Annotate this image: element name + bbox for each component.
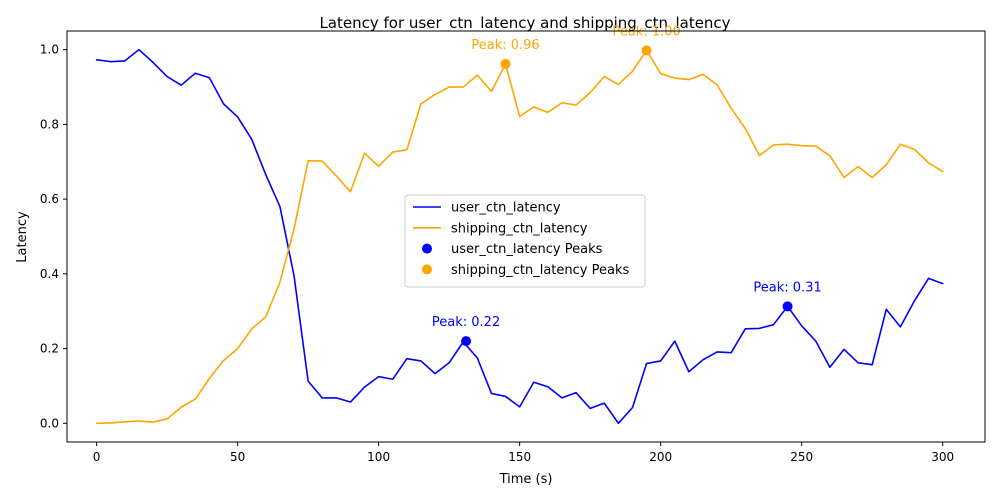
legend-swatch-marker bbox=[422, 243, 432, 254]
series-line-shipping-ctn-latency bbox=[95, 49, 944, 425]
peak-marker bbox=[641, 45, 652, 56]
x-tick-label: 0 bbox=[93, 450, 101, 464]
peak-marker bbox=[782, 301, 793, 312]
legend: user_ctn_latency shipping_ctn_latencyuser… bbox=[404, 194, 646, 288]
x-tick-label: 250 bbox=[790, 450, 813, 464]
legend-label: user_ctn_latency bbox=[451, 201, 561, 216]
peak-label: Peak: 0.22 bbox=[432, 315, 500, 330]
x-tick-label: 150 bbox=[508, 450, 531, 464]
peak-label: Peak: 0.31 bbox=[753, 280, 821, 295]
y-axis-label: Latency bbox=[15, 211, 30, 263]
x-tick-label: 50 bbox=[230, 450, 245, 464]
x-tick-label: 100 bbox=[367, 450, 390, 464]
peak-label: Peak: 1.00 bbox=[612, 24, 680, 39]
peak-marker bbox=[500, 58, 511, 69]
y-tick-label: 1.0 bbox=[40, 43, 59, 57]
legend-label: shipping_ctn_latency bbox=[451, 221, 588, 236]
plot-frame bbox=[66, 30, 986, 443]
plot-area: Peak: 0.22 Peak: 0.31 Peak: 0.96 Peak: 1.00 bbox=[95, 24, 944, 425]
y-tick-label: 0.6 bbox=[40, 192, 59, 206]
y-tick-label: 0.0 bbox=[40, 416, 59, 430]
legend-swatch-marker bbox=[422, 264, 432, 275]
x-axis-label: Time (s) bbox=[499, 472, 553, 487]
peak-label: Peak: 0.96 bbox=[471, 38, 539, 53]
legend-box bbox=[404, 194, 646, 288]
axis-ticks: 0 50 100 150 200 250 300 0.0 0.2 0.4 0.6 0.8 1.0 bbox=[40, 43, 954, 464]
y-tick-label: 0.4 bbox=[40, 267, 59, 281]
y-tick-label: 0.2 bbox=[40, 342, 59, 356]
legend-label: shipping_ctn_latency Peaks bbox=[451, 263, 629, 278]
x-tick-label: 300 bbox=[931, 450, 954, 464]
y-tick-label: 0.8 bbox=[40, 117, 59, 131]
chart-title: Latency for user_ctn_latency and shippin… bbox=[319, 14, 730, 33]
peak-marker bbox=[461, 336, 472, 347]
series-line-user-ctn-latency bbox=[95, 48, 944, 425]
legend-label: user_ctn_latency Peaks bbox=[451, 242, 603, 257]
x-tick-label: 200 bbox=[649, 450, 672, 464]
